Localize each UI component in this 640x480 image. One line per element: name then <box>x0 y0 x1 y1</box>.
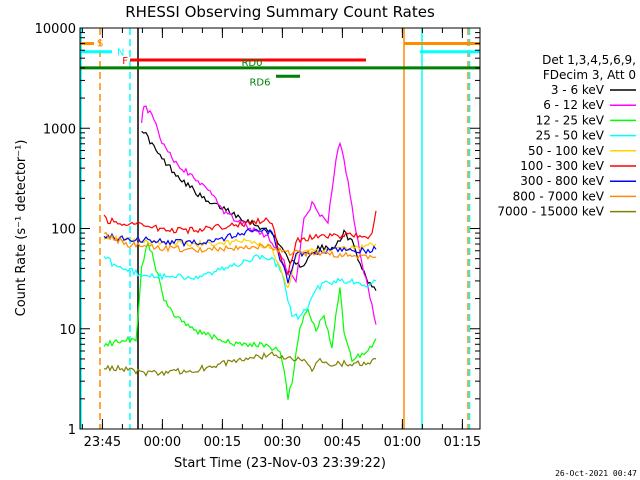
footer-timestamp: 26-Oct-2021 00:47 <box>555 469 637 478</box>
flag-label-n: N <box>117 48 124 59</box>
x-axis-ticks: 23:45 00:00 00:15 00:30 00:45 01:00 01:15 <box>81 28 481 450</box>
legend-label-7000-15000-kev: 7000 - 15000 keV <box>497 205 604 219</box>
x-tick-label: 00:00 <box>144 435 181 450</box>
y-tick-label: 1000 <box>43 122 76 137</box>
y-tick-label: 10000 <box>35 22 76 37</box>
series-line-12-25-kev <box>103 240 377 400</box>
x-tick-label: 23:45 <box>84 435 121 450</box>
legend-label-12-25-kev: 12 - 25 keV <box>536 113 605 127</box>
x-tick-label: 00:45 <box>324 435 361 450</box>
flag-label-rd6: RD6 <box>249 77 270 88</box>
flag-label-f: F <box>122 56 128 67</box>
legend-label-50-100-kev: 50 - 100 keV <box>528 144 605 158</box>
x-axis-label: Start Time (23-Nov-03 23:39:22) <box>174 456 386 471</box>
y-tick-label: 10 <box>59 323 76 338</box>
legend-label-800-7000-kev: 800 - 7000 keV <box>513 189 605 203</box>
series-line-50-100-kev <box>103 234 377 289</box>
x-tick-label: 00:15 <box>204 435 241 450</box>
legend-label-100-300-kev: 100 - 300 keV <box>520 159 604 173</box>
x-tick-label: 01:15 <box>444 435 481 450</box>
legend-header-line-2: FDecim 3, Att 0 <box>543 68 636 82</box>
y-axis-ticks: 1 10 100 1000 10000 <box>35 22 480 438</box>
chart-title: RHESSI Observing Summary Count Rates <box>125 3 435 21</box>
flag-label-s: S <box>97 39 103 50</box>
series-line-3-6-kev <box>141 130 377 291</box>
legend-label-6-12-kev: 6 - 12 keV <box>543 98 605 112</box>
series-line-300-800-kev <box>103 228 377 284</box>
y-axis-label: Count Rate (s⁻¹ detector⁻¹) <box>14 140 29 317</box>
legend-label-25-50-kev: 25 - 50 keV <box>536 129 605 143</box>
legend: Det 1,3,4,5,6,9, FDecim 3, Att 0 3 - 6 k… <box>497 53 636 219</box>
x-tick-label: 00:30 <box>264 435 301 450</box>
legend-header-line-1: Det 1,3,4,5,6,9, <box>542 53 636 67</box>
series-line-7000-15000-kev <box>103 351 377 377</box>
legend-label-300-800-kev: 300 - 800 keV <box>520 174 604 188</box>
series-line-100-300-kev <box>103 210 377 277</box>
legend-label-3-6-kev: 3 - 6 keV <box>551 83 605 97</box>
vertical-markers <box>80 28 471 429</box>
y-tick-label: 100 <box>51 223 76 238</box>
y-tick-label: 1 <box>68 423 76 438</box>
flag-label-rd0: RD0 <box>241 58 262 69</box>
x-tick-label: 01:00 <box>384 435 421 450</box>
data-series <box>103 105 377 400</box>
series-line-800-7000-kev <box>103 231 377 260</box>
series-line-25-50-kev <box>103 254 377 321</box>
